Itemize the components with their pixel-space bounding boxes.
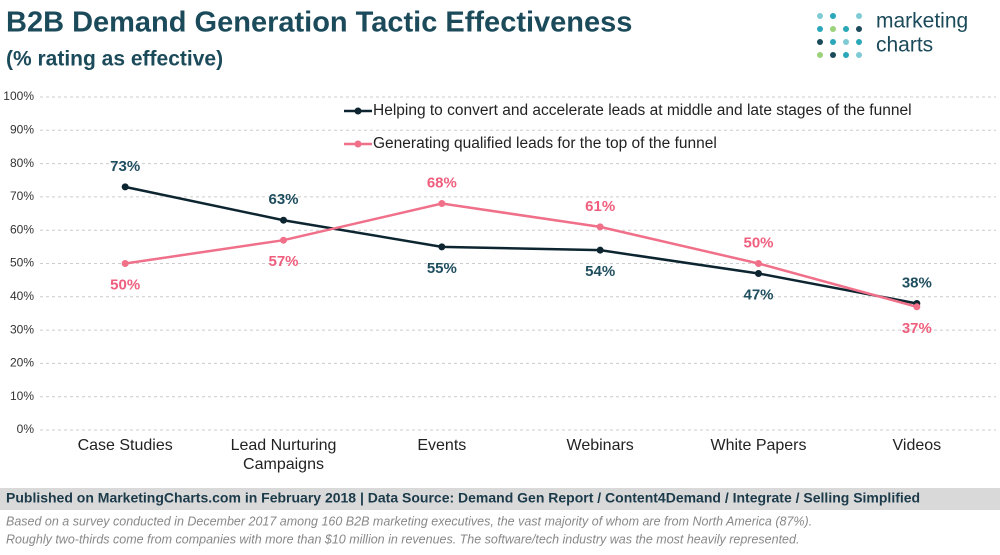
y-tick-label: 100% bbox=[3, 89, 34, 103]
y-tick-label: 10% bbox=[10, 389, 34, 403]
x-tick-label: Videos bbox=[892, 437, 942, 454]
y-tick-label: 20% bbox=[10, 356, 34, 370]
y-tick-label: 90% bbox=[10, 122, 34, 136]
data-point bbox=[438, 200, 446, 208]
logo-text: charts bbox=[876, 34, 933, 57]
x-tick-label: Lead Nurturing Campaigns bbox=[230, 437, 337, 473]
data-point bbox=[755, 269, 762, 277]
y-tick-label: 60% bbox=[10, 222, 34, 236]
data-point bbox=[438, 243, 446, 251]
data-label: 63% bbox=[268, 191, 298, 208]
data-point bbox=[280, 236, 287, 244]
y-tick-label: 70% bbox=[10, 189, 34, 203]
legend-swatch bbox=[354, 140, 362, 148]
data-point bbox=[121, 183, 129, 191]
chart-title: B2B Demand Generation Tactic Effectivene… bbox=[6, 7, 632, 39]
data-label: 54% bbox=[585, 263, 615, 280]
data-point bbox=[121, 260, 129, 267]
data-point bbox=[913, 303, 921, 311]
chart-subtitle: (% rating as effective) bbox=[6, 48, 223, 71]
data-label: 73% bbox=[110, 158, 140, 175]
footer-bar bbox=[0, 488, 1000, 510]
y-tick-label: 50% bbox=[10, 256, 34, 270]
series-line bbox=[124, 185, 918, 305]
footer-note: Based on a survey conducted in December … bbox=[6, 514, 812, 528]
legend-label: Generating qualified leads for the top o… bbox=[373, 135, 717, 152]
y-tick-label: 0% bbox=[17, 422, 35, 436]
data-label: 68% bbox=[427, 175, 457, 192]
data-point bbox=[596, 246, 604, 254]
x-tick-label: Webinars bbox=[566, 437, 634, 454]
footer-note: Roughly two-thirds come from companies w… bbox=[6, 532, 799, 546]
legend-swatch bbox=[354, 107, 362, 115]
series-line bbox=[124, 202, 918, 308]
x-tick-label: Case Studies bbox=[77, 437, 173, 454]
data-label: 55% bbox=[427, 260, 457, 277]
y-tick-label: 30% bbox=[10, 322, 34, 336]
data-label: 47% bbox=[743, 286, 773, 303]
data-label: 57% bbox=[268, 253, 298, 270]
logo-text: marketing bbox=[876, 10, 968, 33]
footer-published: Published on MarketingCharts.com in Febr… bbox=[6, 490, 920, 506]
legend-label: Helping to convert and accelerate leads … bbox=[373, 102, 912, 119]
x-tick-label: Events bbox=[417, 437, 467, 454]
y-tick-label: 40% bbox=[10, 289, 34, 303]
data-label: 38% bbox=[902, 274, 932, 291]
data-point bbox=[280, 216, 287, 224]
data-label: 61% bbox=[585, 198, 615, 215]
data-point bbox=[596, 223, 604, 231]
data-label: 37% bbox=[902, 320, 932, 337]
x-tick-label: White Papers bbox=[710, 437, 807, 454]
data-label: 50% bbox=[743, 234, 773, 251]
y-tick-label: 80% bbox=[10, 156, 34, 170]
data-label: 50% bbox=[110, 276, 140, 293]
data-point bbox=[755, 260, 762, 267]
logo-dots bbox=[817, 13, 862, 58]
